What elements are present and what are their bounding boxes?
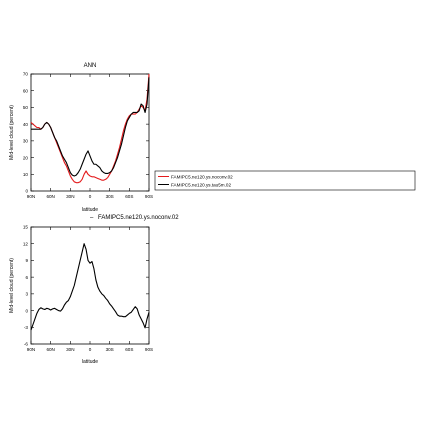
bottom-x-tick-label: 30N [66,347,74,352]
bottom-x-axis-label: latitude [82,359,98,365]
top-series-group [30,73,150,184]
top-y-tick-label: 20 [23,155,29,160]
top-y-ticks: 0 10 20 30 40 50 60 70 [23,72,149,194]
top-x-axis-label: latitude [82,207,98,213]
bottom-y-tick-label: 0 [25,308,28,313]
bottom-y-tick-label: 15 [23,225,29,230]
top-y-tick-label: 0 [25,189,28,194]
bottom-x-tick-label: 90N [27,347,35,352]
top-x-tick-label: 90N [27,194,35,199]
bottom-plot-frame [30,226,150,345]
top-panel: ANN latitude Mid-level cloud (percent) 9… [9,63,153,213]
bottom-title-dash: – [90,215,94,221]
bottom-chart-title: FAMIPC5.ne120.ys.noconv.02 [98,215,179,221]
top-y-axis-label: Mid-level cloud (percent) [9,105,15,160]
top-y-tick-label: 40 [23,122,29,127]
bottom-x-tick-label: 0 [89,347,92,352]
top-chart-title: ANN [84,63,97,69]
bottom-y-tick-label: 12 [23,241,29,246]
bottom-y-tick-label: 9 [25,258,28,263]
bottom-x-tick-label: 60N [46,347,54,352]
bottom-x-tick-label: 60S [125,347,133,352]
top-series-line-1 [31,77,150,177]
bottom-series-line-0 [30,243,150,331]
top-plot-frame [30,73,150,192]
legend-box [154,170,416,191]
bottom-y-tick-label: 3 [25,292,28,297]
top-y-tick-label: 30 [23,139,29,144]
bottom-x-tick-label: 90S [145,347,153,352]
top-x-tick-label: 30N [66,194,74,199]
top-series-line-0 [30,73,150,184]
top-y-tick-label: 60 [23,88,29,93]
bottom-panel: FAMIPC5.ne120.ys.noconv.02 – latitude Mi… [9,215,179,365]
bottom-x-ticks: 90N 60N 30N 0 30S 60S 90S [27,227,153,352]
top-y-tick-label: 70 [23,72,29,77]
bottom-y-tick-label: -6 [24,342,29,347]
top-x-ticks: 90N 60N 30N 0 30S 60S 90S [27,74,153,199]
top-x-tick-label: 30S [106,194,114,199]
top-x-tick-label: 0 [89,194,92,199]
top-x-tick-label: 60N [46,194,54,199]
top-x-tick-label: 90S [145,194,153,199]
top-y-tick-label: 50 [23,105,29,110]
top-y-tick-label: 10 [23,172,29,177]
bottom-y-tick-label: -3 [24,325,29,330]
legend-label-tau5m: FAMIPC5.ne120.ys.tau5m.02 [171,183,231,188]
top-x-tick-label: 60S [125,194,133,199]
bottom-y-ticks: -6 -3 0 3 6 9 12 15 [23,225,149,347]
legend-label-noconv: FAMIPC5.ne120.ys.noconv.02 [171,175,233,180]
legend: FAMIPC5.ne120.ys.noconv.02 FAMIPC5.ne120… [154,170,416,191]
bottom-y-tick-label: 6 [25,275,28,280]
bottom-series-group [30,243,150,331]
bottom-x-tick-label: 30S [106,347,114,352]
bottom-y-axis-label: Mid-level cloud (percent) [9,258,15,313]
